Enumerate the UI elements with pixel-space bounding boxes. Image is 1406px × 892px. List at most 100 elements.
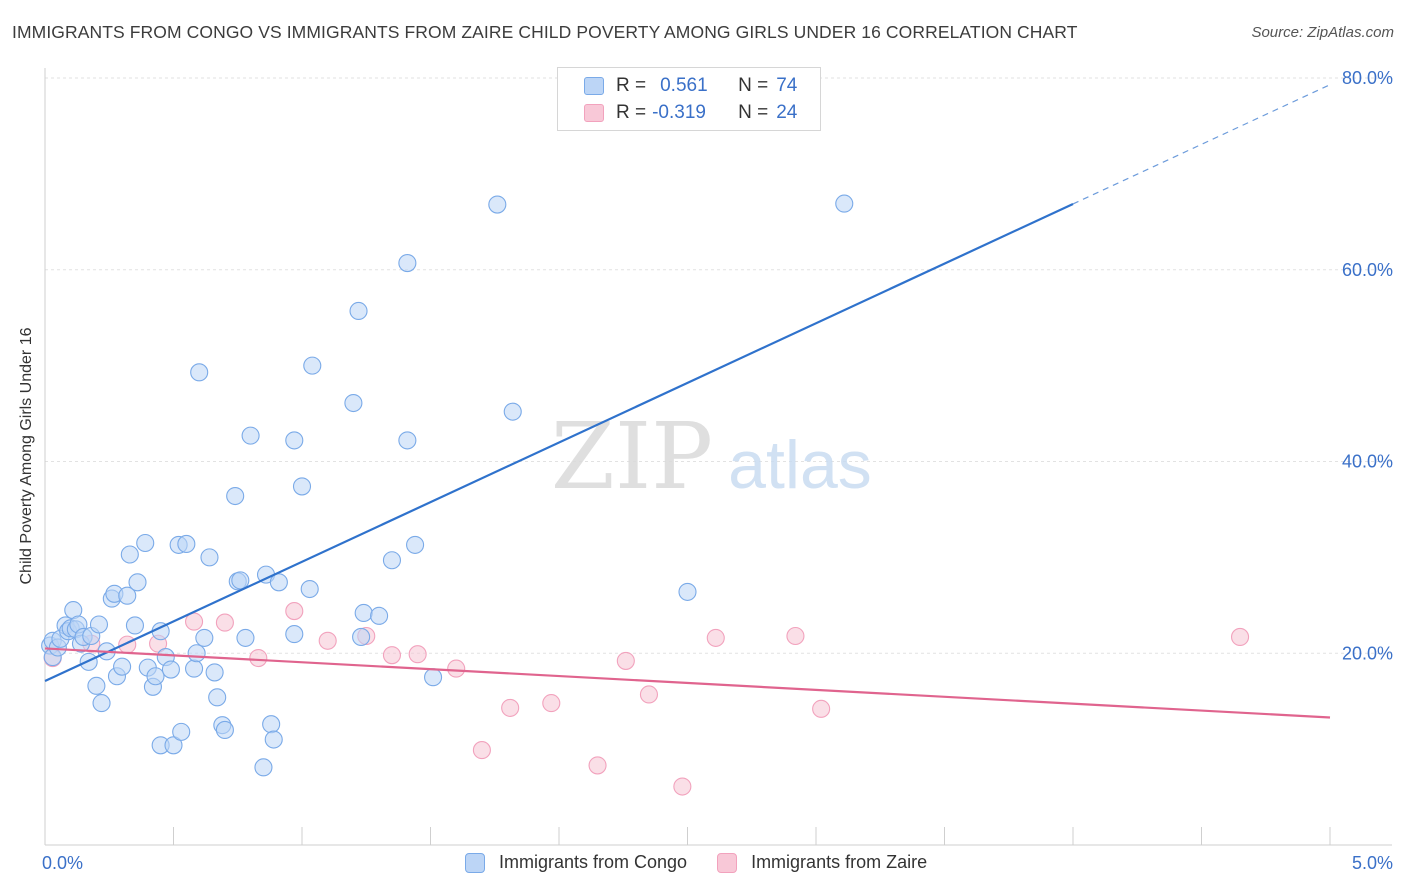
congo-point (236, 628, 255, 647)
series-legend: Immigrants from Congo Immigrants from Za… (465, 852, 957, 873)
y-tick-label: 80.0% (1342, 68, 1393, 88)
zaire-point (249, 648, 268, 668)
r-label: R = (616, 102, 647, 123)
r-value: -0.319 (652, 102, 706, 123)
congo-point (195, 628, 214, 647)
congo-point (89, 615, 109, 634)
zaire-point (673, 777, 692, 796)
zaire-point (382, 646, 402, 665)
y-tick-label: 60.0% (1342, 260, 1393, 280)
congo-points (41, 194, 854, 777)
congo-point (136, 533, 155, 553)
congo-point (382, 551, 402, 570)
zaire-point (812, 699, 831, 718)
axes (44, 68, 1392, 846)
congo-point (205, 663, 224, 682)
y-tick-label: 20.0% (1342, 643, 1393, 663)
congo-point (208, 688, 227, 707)
congo-point (269, 573, 288, 592)
congo-point (128, 573, 147, 592)
legend-item-zaire: Immigrants from Zaire (717, 852, 927, 873)
congo-point (146, 667, 165, 686)
congo-point (226, 486, 245, 506)
watermark-zip: ZIP (551, 403, 713, 510)
congo-point (303, 356, 322, 375)
congo-point (187, 644, 206, 663)
zaire-point (786, 626, 805, 646)
zaire-point (408, 645, 427, 664)
zaire-point (588, 756, 607, 775)
congo-point (264, 730, 283, 749)
congo-point (678, 582, 697, 601)
x-tick-label: 5.0% (1352, 853, 1393, 873)
congo-point (406, 535, 425, 554)
congo-point (262, 715, 281, 734)
legend-item-congo: Immigrants from Congo (465, 852, 687, 873)
x-tick-label: 0.0% (42, 853, 83, 873)
congo-point (352, 627, 371, 647)
zaire-trend-line (44, 647, 1331, 719)
congo-point (488, 195, 507, 214)
grid-lines (45, 77, 1392, 654)
congo-trend-extension (1072, 84, 1331, 205)
legend-label-congo: Immigrants from Congo (499, 852, 688, 872)
tick-labels: 20.0% 40.0% 60.0% 80.0% 0.0% 5.0% (42, 68, 1393, 873)
congo-point (172, 722, 191, 741)
congo-swatch (584, 77, 604, 95)
zaire-point (1231, 627, 1250, 647)
watermark: ZIP atlas (551, 403, 872, 510)
congo-point (344, 393, 363, 413)
stats-legend: R = 0.561 N = 74 R = -0.319 N = 24 (557, 67, 821, 131)
congo-point (177, 534, 196, 554)
congo-point (200, 548, 219, 567)
congo-point (398, 431, 417, 450)
congo-point (185, 659, 204, 678)
zaire-point (215, 613, 234, 632)
zaire-point (447, 659, 466, 678)
source-label: Source: ZipAtlas.com (1251, 24, 1394, 41)
congo-point (835, 194, 854, 213)
n-label: N = (738, 75, 769, 96)
congo-point (285, 431, 304, 450)
n-value: 24 (776, 102, 798, 123)
zaire-legend-swatch (717, 852, 738, 873)
zaire-point (616, 651, 635, 670)
r-value: 0.561 (660, 75, 708, 96)
congo-point (113, 657, 132, 676)
congo-point (349, 301, 368, 321)
congo-point (231, 571, 250, 590)
congo-point (285, 625, 304, 644)
chart-title: IMMIGRANTS FROM CONGO VS IMMIGRANTS FROM… (12, 22, 1078, 42)
congo-point (120, 545, 139, 564)
congo-point (300, 579, 319, 599)
y-tick-label: 40.0% (1342, 452, 1393, 472)
congo-legend-swatch (465, 852, 485, 873)
congo-point (164, 736, 183, 755)
zaire-point (706, 628, 725, 647)
congo-point (254, 758, 273, 777)
zaire-point (639, 685, 659, 704)
zaire-point (318, 631, 337, 650)
zaire-point (472, 741, 491, 760)
zaire-point (542, 694, 561, 713)
zaire-point (501, 698, 520, 717)
congo-point (292, 477, 312, 496)
zaire-point (285, 602, 304, 621)
n-label: N = (738, 102, 769, 123)
congo-point (241, 426, 260, 445)
stats-row-congo: R = 0.561 N = 74 (584, 74, 797, 98)
n-value: 74 (776, 75, 798, 96)
congo-point (125, 616, 144, 635)
congo-point (118, 586, 137, 605)
congo-point (503, 402, 522, 421)
watermark-atlas: atlas (728, 427, 872, 503)
congo-point (354, 603, 373, 623)
congo-point (398, 253, 417, 273)
congo-trend-line (44, 202, 1074, 683)
congo-point (215, 720, 234, 740)
legend-label-zaire: Immigrants from Zaire (751, 852, 928, 872)
congo-point (370, 606, 389, 625)
congo-point (161, 660, 180, 679)
r-label: R = (616, 75, 647, 96)
